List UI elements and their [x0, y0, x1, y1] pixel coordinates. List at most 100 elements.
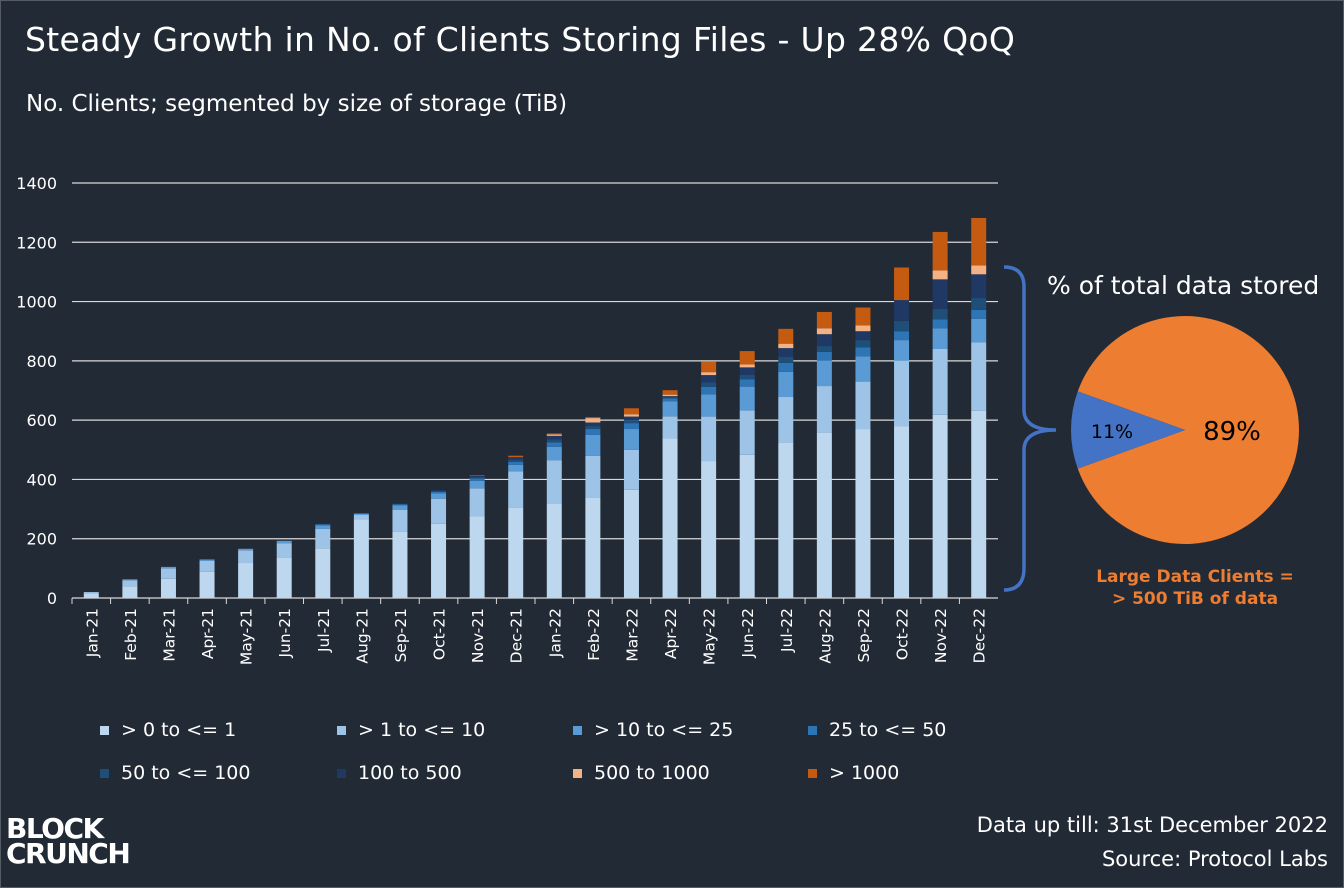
bar-segment [431, 491, 447, 494]
bar-segment [739, 410, 755, 455]
bar-segment [83, 593, 99, 598]
legend-label: > 1 to <= 10 [358, 719, 486, 741]
bar-segment [315, 524, 331, 526]
bar-segment [353, 513, 369, 515]
bar-segment [701, 386, 717, 395]
bar-segment [546, 439, 562, 443]
bar-segment [392, 505, 408, 510]
bar-segment [392, 503, 408, 505]
y-tick-label: 800 [26, 352, 57, 371]
x-tick-label: Jan-21 [83, 608, 101, 658]
bar-segment [431, 498, 447, 524]
x-tick-label: Oct-21 [431, 608, 449, 660]
bar-segment [508, 455, 524, 458]
bar-segment [160, 578, 176, 598]
blockcrunch-logo: BLOCK CRUNCH [6, 812, 131, 870]
bar-segment [83, 592, 99, 594]
bar-segment [623, 408, 639, 415]
bar-segment [585, 426, 601, 430]
x-tick-label: Jul-21 [315, 608, 333, 653]
y-tick-label: 400 [26, 470, 57, 489]
bar-segment [238, 548, 254, 551]
bar-segment [971, 309, 987, 319]
legend-swatch [573, 768, 582, 778]
bar-segment [739, 367, 755, 375]
bar-segment [739, 351, 755, 365]
bar-segment [469, 480, 485, 489]
bar-segment [662, 390, 678, 395]
bar-segment [546, 460, 562, 504]
bar-segment [585, 434, 601, 456]
bar-segment [585, 429, 601, 435]
bar-segment [469, 516, 485, 598]
bar-segment [816, 351, 832, 361]
bar-segment [431, 523, 447, 598]
x-tick-label: Jul-22 [778, 608, 796, 653]
legend-label: > 0 to <= 1 [121, 719, 237, 741]
bar-segment [469, 475, 485, 478]
bar-segment [971, 217, 987, 266]
bar-segment [315, 548, 331, 598]
y-tick-label: 1000 [16, 293, 57, 312]
bar-segment [855, 381, 871, 430]
bar-segment [932, 308, 948, 320]
bracket [1003, 265, 1057, 592]
bar-segment [160, 566, 176, 569]
legend-item: > 10 to <= 25 [573, 719, 733, 741]
bar-segment [662, 438, 678, 598]
bar-segment [971, 318, 987, 343]
bar-segment [855, 331, 871, 341]
bar-segment [894, 267, 910, 301]
bar-segment [585, 422, 601, 427]
bar-segment [353, 519, 369, 598]
x-tick-label: Oct-22 [894, 608, 912, 660]
pie-label-large: 89% [1203, 417, 1261, 447]
pie-slice-small [1071, 391, 1185, 469]
chart-subtitle: No. Clients; segmented by size of storag… [26, 91, 568, 117]
logo-line1: BLOCK [6, 812, 104, 845]
bar-segment [932, 349, 948, 415]
legend-item: 25 to <= 50 [808, 719, 946, 741]
bar-segment [816, 311, 832, 329]
bar-segment [778, 362, 794, 372]
bar-segment [971, 274, 987, 299]
bar-segment [778, 357, 794, 363]
bar-segment [469, 474, 485, 476]
bar-segment [160, 568, 176, 579]
bar-segment [199, 571, 215, 598]
logo-line2: CRUNCH [6, 837, 131, 870]
bar-segment [623, 423, 639, 430]
y-tick-label: 1400 [16, 174, 57, 193]
bar-segment [623, 429, 639, 450]
x-tick-label: Apr-21 [199, 608, 217, 659]
bar-segment [662, 396, 678, 398]
bar-segment [778, 328, 794, 344]
x-tick-label: Aug-22 [816, 608, 834, 664]
bar-segment [894, 340, 910, 361]
legend-item: > 1000 [808, 762, 899, 784]
legend-swatch [100, 768, 109, 778]
data-date-note: Data up till: 31st December 2022 [976, 813, 1328, 837]
bar-segment [199, 560, 215, 572]
bar-segment [546, 442, 562, 447]
bar-segment [546, 434, 562, 436]
bar-segment [662, 398, 678, 402]
bar-segment [932, 270, 948, 280]
bar-segment [855, 325, 871, 332]
legend-label: 100 to 500 [358, 762, 462, 784]
bar-segment [932, 328, 948, 349]
legend-item: 500 to 1000 [573, 762, 710, 784]
bar-segment [199, 559, 215, 561]
bar-segment [276, 540, 292, 544]
bar-segment [855, 429, 871, 598]
bar-segment [122, 580, 138, 587]
bar-segment [585, 417, 601, 419]
x-tick-label: Feb-21 [122, 608, 140, 661]
bar-segment [469, 488, 485, 517]
bar-segment [971, 298, 987, 310]
bar-segment [739, 379, 755, 387]
bar-segment [238, 550, 254, 564]
x-tick-label: May-21 [238, 608, 256, 665]
y-tick-label: 1200 [16, 233, 57, 252]
x-tick-label: Jan-22 [546, 608, 564, 658]
